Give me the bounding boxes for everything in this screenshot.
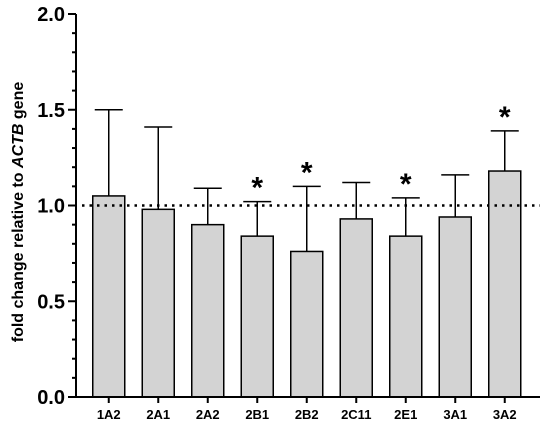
- bar-2E1: [389, 235, 423, 398]
- significance-markers-group: * * * *: [251, 101, 511, 205]
- y-axis-title-italic: ACTB: [10, 124, 27, 169]
- x-tick-label-2B2: 2B2: [295, 407, 319, 422]
- x-tick-label-2B1: 2B1: [245, 407, 269, 422]
- bar-2C11: [339, 218, 373, 398]
- x-tick-label-2A2: 2A2: [196, 407, 220, 422]
- significance-star-2E1: *: [400, 168, 412, 201]
- y-tick-label-3: 1.5: [37, 100, 65, 122]
- bar-2B1: [240, 235, 274, 398]
- significance-star-2B1: *: [251, 172, 263, 205]
- y-axis: 0.0 0.5 1.0 1.5 2.0: [37, 4, 77, 409]
- x-tick-label-2E1: 2E1: [394, 407, 417, 422]
- y-axis-title-prefix: fold change relative to: [10, 168, 27, 342]
- bar-2A2: [191, 223, 225, 398]
- y-axis-title-suffix: gene: [10, 82, 27, 124]
- bar-3A1: [438, 216, 472, 398]
- x-tick-label-2A1: 2A1: [146, 407, 170, 422]
- significance-star-3A2: *: [499, 101, 511, 134]
- x-axis: 1A2 2A1 2A2 2B1 2B2 2C11 2E1 3A1 3A2: [76, 396, 540, 422]
- bar-2A1: [141, 208, 175, 398]
- bar-2B2: [290, 250, 324, 398]
- y-tick-label-0: 0.0: [37, 387, 65, 409]
- bar-3A2: [488, 170, 522, 398]
- y-tick-label-1: 0.5: [37, 291, 65, 313]
- y-tick-label-2: 1.0: [37, 196, 65, 218]
- y-tick-label-4: 2.0: [37, 4, 65, 26]
- x-tick-label-2C11: 2C11: [341, 407, 371, 422]
- y-axis-title: fold change relative to ACTB gene: [10, 82, 27, 343]
- x-tick-label-3A1: 3A1: [443, 407, 467, 422]
- error-bars-group: [94, 109, 519, 252]
- significance-star-2B2: *: [301, 156, 313, 189]
- x-tick-label-1A2: 1A2: [97, 407, 121, 422]
- x-tick-label-3A2: 3A2: [493, 407, 517, 422]
- bar-1A2: [92, 195, 126, 398]
